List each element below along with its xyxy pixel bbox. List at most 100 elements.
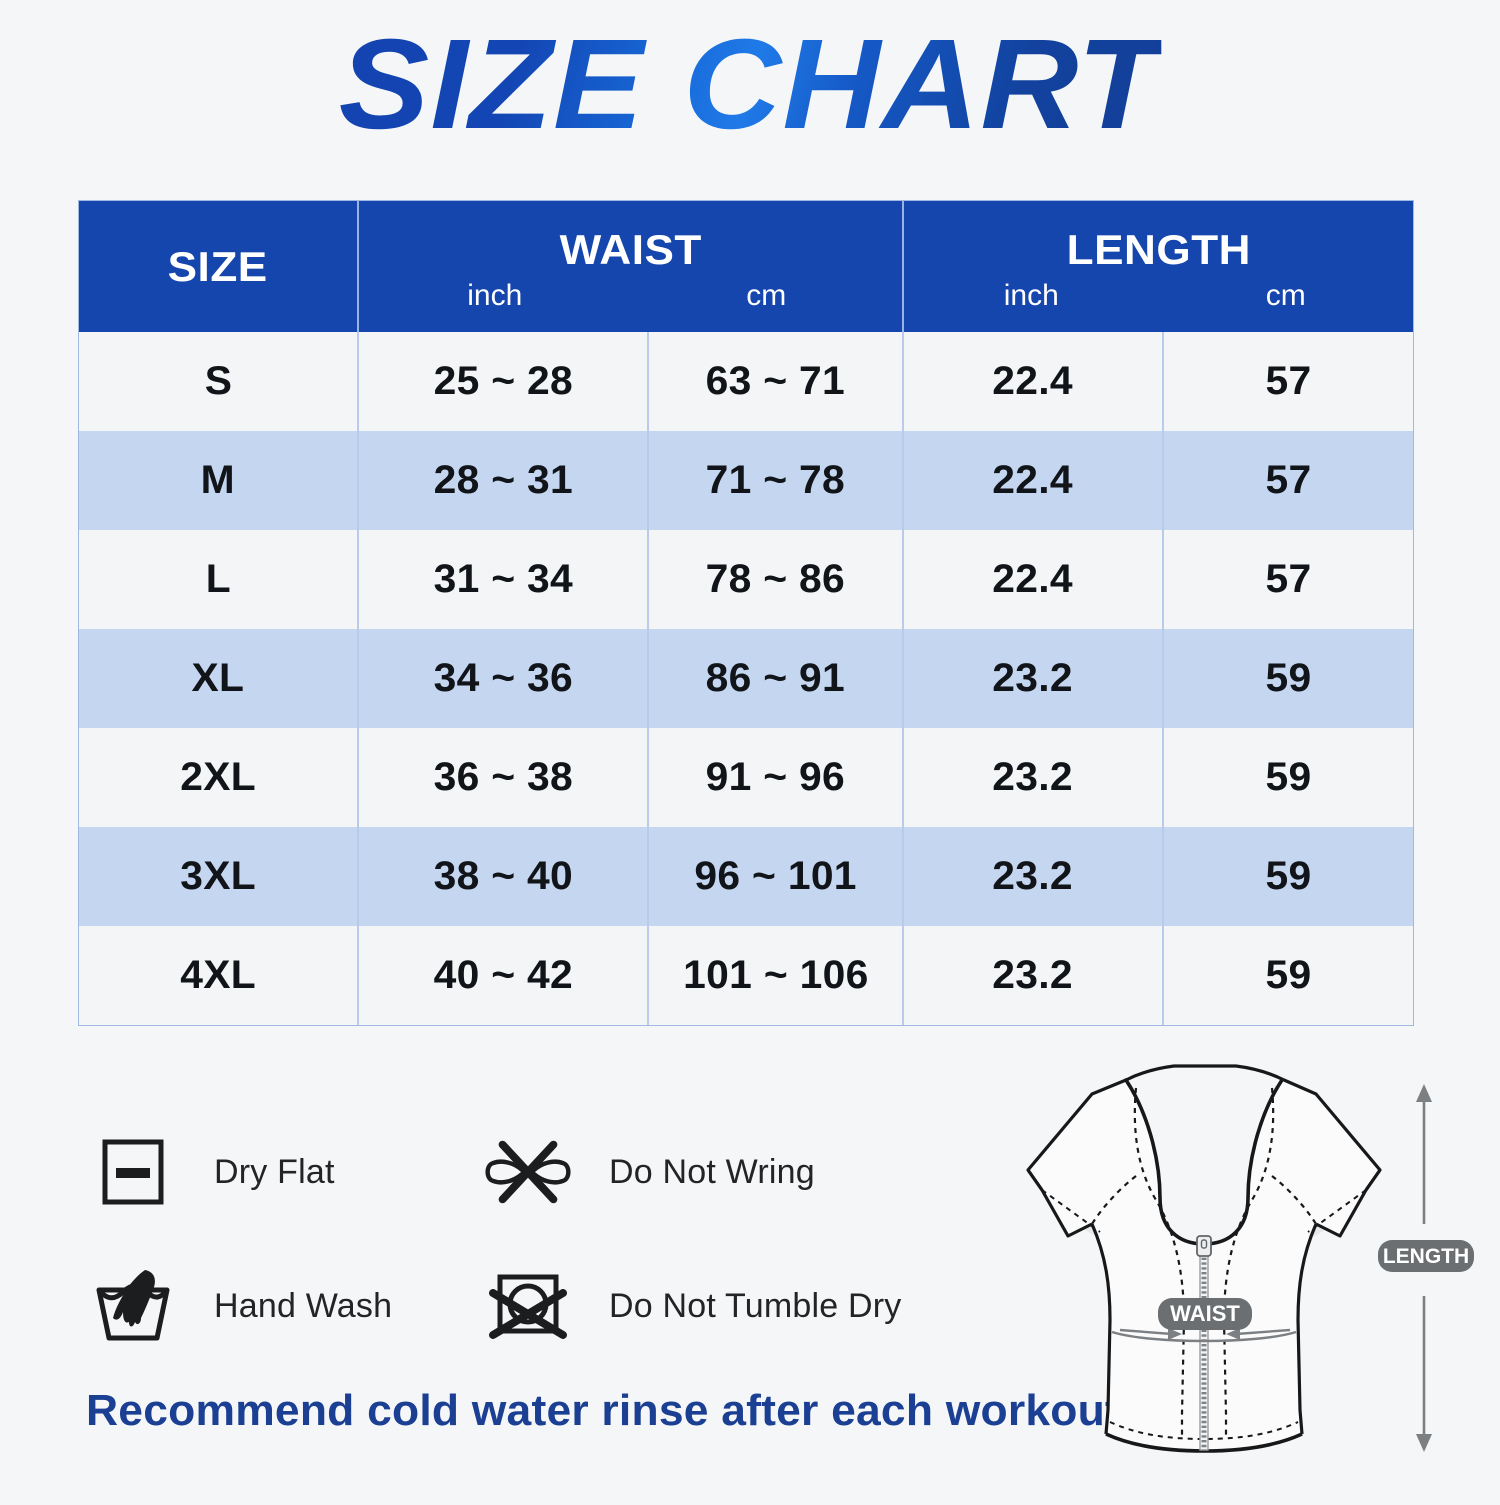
cell-length-cm-text: 59 [1265,953,1312,997]
cell-waist-cm-text: 91 ~ 96 [705,755,846,799]
page-title: SIZE CHART [338,13,1162,156]
cell-size: 2XL [79,728,359,827]
cell-waist-cm-text: 86 ~ 91 [705,656,846,700]
do-not-wring-icon [483,1127,573,1217]
column-header-size: SIZE [79,201,359,332]
cell-waist-cm: 71 ~ 78 [649,431,904,530]
cell-length-inch: 23.2 [904,629,1164,728]
cell-length-cm: 57 [1164,431,1413,530]
care-item-dry-flat: Dry Flat [88,1105,483,1239]
cell-size: XL [79,629,359,728]
cell-waist-inch-text: 40 ~ 42 [433,953,573,997]
table-row: 4XL 40 ~ 42 101 ~ 106 23.2 59 [79,926,1413,1025]
table-row: M 28 ~ 31 71 ~ 78 22.4 57 [79,431,1413,530]
cell-waist-cm-text: 71 ~ 78 [705,458,846,502]
size-chart-table: SIZE WAIST inch cm LENGTH inch cm S 25 ~ … [78,200,1414,1026]
column-header-length-cm: cm [1265,278,1306,312]
cell-length-cm-text: 59 [1265,755,1312,799]
cell-waist-cm: 78 ~ 86 [649,530,904,629]
cell-size-text: 4XL [180,953,256,997]
cell-length-inch: 23.2 [904,827,1164,926]
care-item-hand-wash: Hand Wash [88,1239,483,1373]
cell-length-inch-text: 23.2 [992,656,1074,700]
cell-length-cm: 59 [1164,728,1413,827]
waist-badge-label: WAIST [1170,1301,1240,1326]
care-item-do-not-tumble-dry: Do Not Tumble Dry [483,1239,901,1373]
cell-waist-inch: 34 ~ 36 [359,629,649,728]
cell-length-inch-text: 22.4 [992,458,1074,502]
cell-length-inch-text: 22.4 [992,359,1074,403]
cell-length-cm-text: 57 [1265,359,1312,403]
care-row-2: Hand Wash Do Not Tumble Dry [88,1239,978,1373]
cell-length-inch: 22.4 [904,530,1164,629]
cell-length-cm-text: 59 [1265,854,1312,898]
column-header-length-inch: inch [1003,278,1059,312]
cell-length-inch: 23.2 [904,926,1164,1025]
length-arrow [1416,1084,1432,1452]
hand-wash-icon [88,1261,178,1351]
column-header-length: LENGTH inch cm [904,201,1413,332]
care-label-hand-wash: Hand Wash [214,1286,393,1325]
dry-flat-icon [88,1127,178,1217]
cell-waist-cm: 96 ~ 101 [649,827,904,926]
cell-waist-inch: 38 ~ 40 [359,827,649,926]
table-row: 2XL 36 ~ 38 91 ~ 96 23.2 59 [79,728,1413,827]
cell-waist-cm-text: 101 ~ 106 [682,953,869,997]
cell-waist-inch: 36 ~ 38 [359,728,649,827]
cell-waist-inch-text: 38 ~ 40 [433,854,573,898]
cell-length-cm-text: 57 [1265,458,1312,502]
cell-size-text: S [204,359,232,403]
column-header-waist-units: inch cm [359,278,902,312]
cell-size: 3XL [79,827,359,926]
cell-size-text: 2XL [180,755,256,799]
page-title-container: SIZE CHART [0,13,1500,156]
cell-length-cm: 57 [1164,332,1413,431]
cell-length-inch-text: 23.2 [992,755,1074,799]
care-item-do-not-wring: Do Not Wring [483,1105,878,1239]
column-header-length-units: inch cm [904,278,1413,312]
cell-waist-cm: 101 ~ 106 [649,926,904,1025]
cell-size: M [79,431,359,530]
cell-size: L [79,530,359,629]
cell-length-cm: 59 [1164,629,1413,728]
table-row: 3XL 38 ~ 40 96 ~ 101 23.2 59 [79,827,1413,926]
table-body: S 25 ~ 28 63 ~ 71 22.4 57 M 28 ~ 31 71 ~ 78 22.4… [78,332,1414,1026]
length-badge-label: LENGTH [1383,1245,1469,1268]
column-header-waist-cm: cm [746,278,787,312]
care-label-do-not-wring: Do Not Wring [609,1152,815,1191]
cell-waist-inch-text: 31 ~ 34 [433,557,573,601]
cell-waist-cm: 63 ~ 71 [649,332,904,431]
column-header-size-label: SIZE [167,242,269,290]
cell-length-inch-text: 22.4 [992,557,1074,601]
zipper [1196,1235,1212,1451]
cell-waist-cm: 91 ~ 96 [649,728,904,827]
length-badge: LENGTH [1378,1240,1474,1272]
cell-waist-inch: 25 ~ 28 [359,332,649,431]
cell-waist-inch: 40 ~ 42 [359,926,649,1025]
column-header-waist-label: WAIST [559,225,702,273]
cell-waist-inch: 28 ~ 31 [359,431,649,530]
cell-waist-cm-text: 78 ~ 86 [705,557,846,601]
table-row: XL 34 ~ 36 86 ~ 91 23.2 59 [79,629,1413,728]
cell-size-text: M [200,458,236,502]
cell-length-cm: 57 [1164,530,1413,629]
table-header-row: SIZE WAIST inch cm LENGTH inch cm [78,200,1414,332]
cell-waist-inch-text: 25 ~ 28 [433,359,573,403]
table-row: L 31 ~ 34 78 ~ 86 22.4 57 [79,530,1413,629]
cell-waist-inch-text: 28 ~ 31 [433,458,573,502]
recommendation-text: Recommend cold water rinse after each wo… [86,1386,1133,1435]
column-header-waist: WAIST inch cm [359,201,904,332]
cell-length-inch: 23.2 [904,728,1164,827]
care-instructions: Dry Flat Do Not Wring Hand Wa [88,1105,978,1373]
care-row-1: Dry Flat Do Not Wring [88,1105,978,1239]
cell-waist-inch-text: 34 ~ 36 [433,656,573,700]
cell-size-text: L [205,557,231,601]
cell-waist-inch: 31 ~ 34 [359,530,649,629]
cell-length-cm: 59 [1164,926,1413,1025]
cell-length-inch-text: 23.2 [992,953,1074,997]
cell-size: S [79,332,359,431]
cell-length-cm-text: 57 [1265,557,1312,601]
cell-length-cm-text: 59 [1265,656,1312,700]
column-header-waist-inch: inch [467,278,523,312]
cell-length-inch: 22.4 [904,431,1164,530]
